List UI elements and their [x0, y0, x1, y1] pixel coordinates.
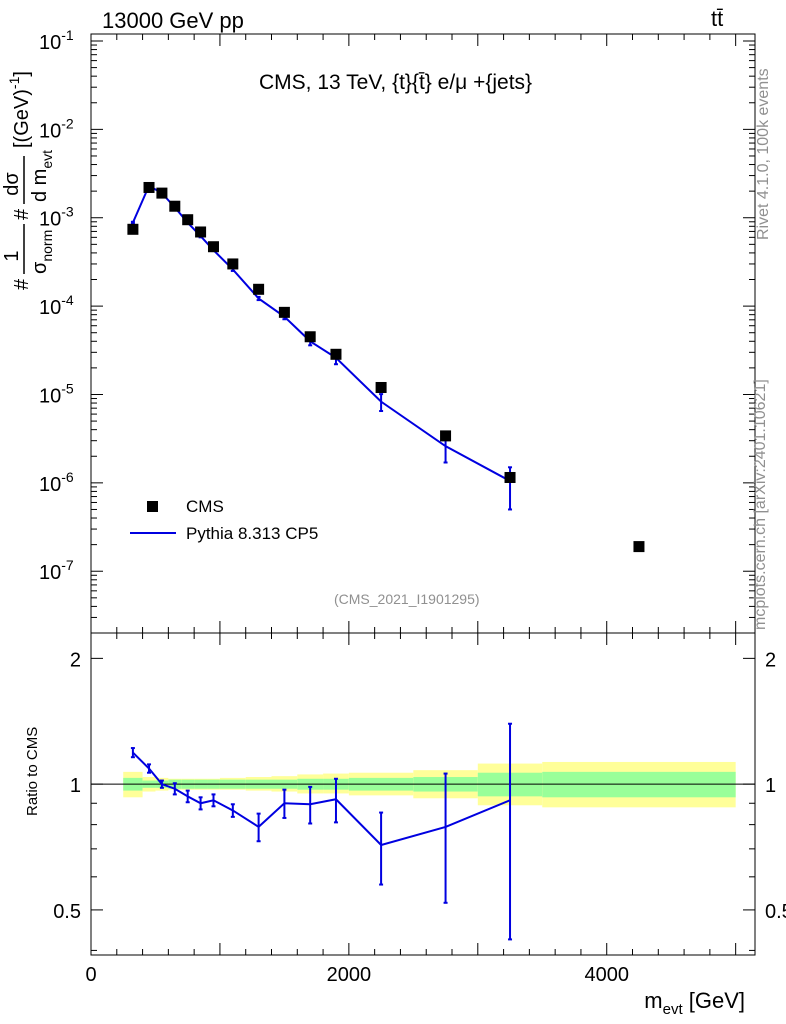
- ratio-y-tick-label: 1: [70, 775, 81, 797]
- main-y-tick-label: 10-4: [39, 292, 74, 319]
- main-y-tick-label: 10-5: [39, 380, 74, 407]
- pythia-line: [131, 184, 511, 482]
- source-label: mcplots.cern.ch [arXiv:2401.10621]: [752, 379, 769, 630]
- ratio-ylabel: Ratio to CMS: [24, 726, 41, 816]
- main-y-tick-label: 10-6: [39, 469, 74, 496]
- ratio-y-tick-label-right: 2: [765, 649, 776, 671]
- cms-data-point: [633, 541, 645, 553]
- main-y-tick-label: 10-7: [39, 557, 74, 584]
- cms-data-point: [195, 226, 207, 238]
- chart-title: CMS, 13 TeV, {t}{t̄} e/μ +{jets}: [259, 71, 533, 94]
- ylabel-hash: #: [11, 278, 33, 290]
- legend-label-cms: CMS: [186, 497, 224, 516]
- cms-data-point: [278, 306, 290, 318]
- cms-data-point: [127, 223, 139, 235]
- rivet-version-label: Rivet 4.1.0, 100k events: [755, 68, 772, 240]
- cms-data-point: [169, 200, 181, 212]
- cms-data-point: [304, 331, 316, 343]
- ylabel-hash2: #: [11, 208, 33, 220]
- x-tick-label: 2000: [327, 964, 372, 986]
- cms-data-point: [207, 241, 219, 253]
- ylabel-dm: d mevt: [29, 150, 55, 202]
- cms-data-point: [182, 214, 194, 226]
- energy-label: 13000 GeV pp: [102, 8, 244, 33]
- ratio-y-tick-label: 2: [70, 649, 81, 671]
- cms-data-point: [330, 348, 342, 360]
- ylabel-one: 1: [1, 250, 23, 261]
- cms-data-point: [504, 471, 516, 483]
- analysis-id: (CMS_2021_I1901295): [334, 591, 480, 607]
- x-tick-label: 0: [85, 964, 96, 986]
- main-y-tick-label: 10-3: [39, 204, 74, 231]
- x-axis-label: mevt [GeV]: [644, 988, 745, 1018]
- ratio-y-tick-label-right: 0.5: [765, 901, 786, 923]
- cms-data-point: [143, 181, 155, 193]
- main-ylabel: #1 σnorm # dσ d mevt[(GeV)-1]: [1, 71, 55, 290]
- process-label: tt̄: [711, 6, 724, 31]
- x-tick-label: 4000: [584, 964, 629, 986]
- ylabel-sigma-norm: σnorm: [29, 230, 55, 274]
- main-y-tick-label: 10-2: [39, 115, 74, 142]
- legend-label-pythia: Pythia 8.313 CP5: [186, 524, 319, 543]
- cms-data-point: [375, 381, 387, 393]
- cms-data-point: [156, 187, 168, 199]
- legend-marker-cms: [147, 501, 158, 512]
- ylabel-dsigma: dσ: [1, 172, 23, 196]
- ratio-y-tick-label-right: 1: [765, 775, 776, 797]
- ratio-y-tick-label: 0.5: [53, 901, 81, 923]
- ylabel-units: [(GeV)-1]: [6, 71, 33, 148]
- cms-data-point: [253, 283, 265, 295]
- cms-data-point: [227, 258, 239, 270]
- main-y-tick-label: 10-1: [39, 27, 74, 54]
- ratio-plot-frame: [90, 632, 756, 956]
- cms-data-point: [440, 430, 452, 442]
- ratio-line: [132, 751, 511, 847]
